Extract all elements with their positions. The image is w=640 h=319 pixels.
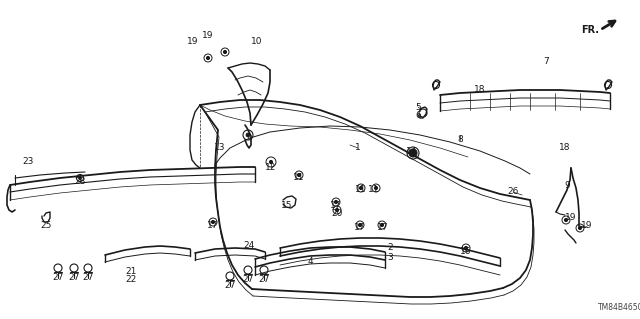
Text: 6: 6 — [415, 112, 421, 121]
Text: 8: 8 — [457, 136, 463, 145]
Circle shape — [335, 209, 339, 211]
Text: 15: 15 — [281, 201, 292, 210]
Text: 19: 19 — [202, 32, 214, 41]
Text: 5: 5 — [415, 102, 421, 112]
Circle shape — [298, 174, 301, 176]
Text: 22: 22 — [125, 276, 136, 285]
Text: 11: 11 — [293, 174, 305, 182]
Circle shape — [360, 187, 362, 189]
Text: 26: 26 — [508, 188, 518, 197]
Circle shape — [381, 224, 383, 226]
Text: 12: 12 — [266, 162, 276, 172]
Text: 19: 19 — [565, 213, 577, 222]
Circle shape — [79, 176, 81, 180]
Text: 17: 17 — [377, 224, 388, 233]
Text: 28: 28 — [74, 177, 86, 187]
Text: 18: 18 — [474, 85, 486, 94]
Circle shape — [335, 201, 337, 204]
Text: 27: 27 — [243, 276, 253, 285]
Text: 11: 11 — [355, 186, 367, 195]
Circle shape — [579, 226, 582, 229]
Text: 20: 20 — [332, 209, 342, 218]
Text: 9: 9 — [564, 182, 570, 190]
Text: 17: 17 — [330, 201, 342, 210]
Text: 14: 14 — [406, 147, 418, 157]
Circle shape — [465, 247, 467, 249]
Text: FR.: FR. — [581, 25, 599, 35]
Text: 11: 11 — [368, 186, 380, 195]
Circle shape — [211, 220, 214, 224]
Text: 16: 16 — [460, 247, 472, 256]
Text: 27: 27 — [68, 273, 80, 283]
Text: 17: 17 — [207, 220, 219, 229]
Text: 19: 19 — [188, 38, 199, 47]
Circle shape — [269, 160, 273, 164]
Circle shape — [358, 224, 362, 226]
Text: 27: 27 — [52, 273, 64, 283]
Text: 13: 13 — [214, 144, 226, 152]
Circle shape — [409, 149, 417, 157]
Circle shape — [564, 219, 568, 221]
Text: 18: 18 — [559, 144, 571, 152]
Text: TM84B4650A: TM84B4650A — [598, 303, 640, 313]
Text: 10: 10 — [252, 38, 263, 47]
Circle shape — [246, 133, 250, 137]
Text: 4: 4 — [307, 257, 313, 266]
Text: 25: 25 — [40, 221, 52, 231]
Circle shape — [207, 56, 209, 60]
Text: 27: 27 — [224, 281, 236, 291]
Text: 3: 3 — [387, 254, 393, 263]
Text: 21: 21 — [125, 266, 137, 276]
Text: 24: 24 — [243, 241, 255, 250]
Text: 1: 1 — [355, 144, 361, 152]
Text: 23: 23 — [22, 158, 34, 167]
Text: 17: 17 — [355, 224, 365, 233]
Text: 7: 7 — [543, 57, 549, 66]
Text: 2: 2 — [387, 243, 393, 253]
Text: 27: 27 — [259, 276, 269, 285]
Text: 27: 27 — [83, 273, 93, 283]
Circle shape — [374, 187, 378, 189]
Text: 19: 19 — [581, 221, 593, 231]
Circle shape — [223, 50, 227, 54]
